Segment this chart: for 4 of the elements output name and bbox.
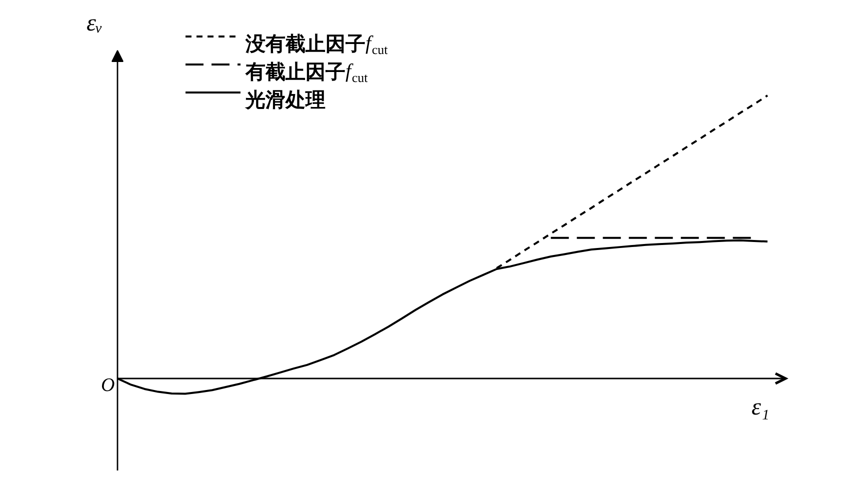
x-axis-title: ε₁ — [752, 394, 770, 420]
y-axis-title: εᵥ — [86, 10, 103, 36]
text: O — [101, 375, 115, 396]
legend-label: 光滑处理 — [244, 88, 326, 112]
